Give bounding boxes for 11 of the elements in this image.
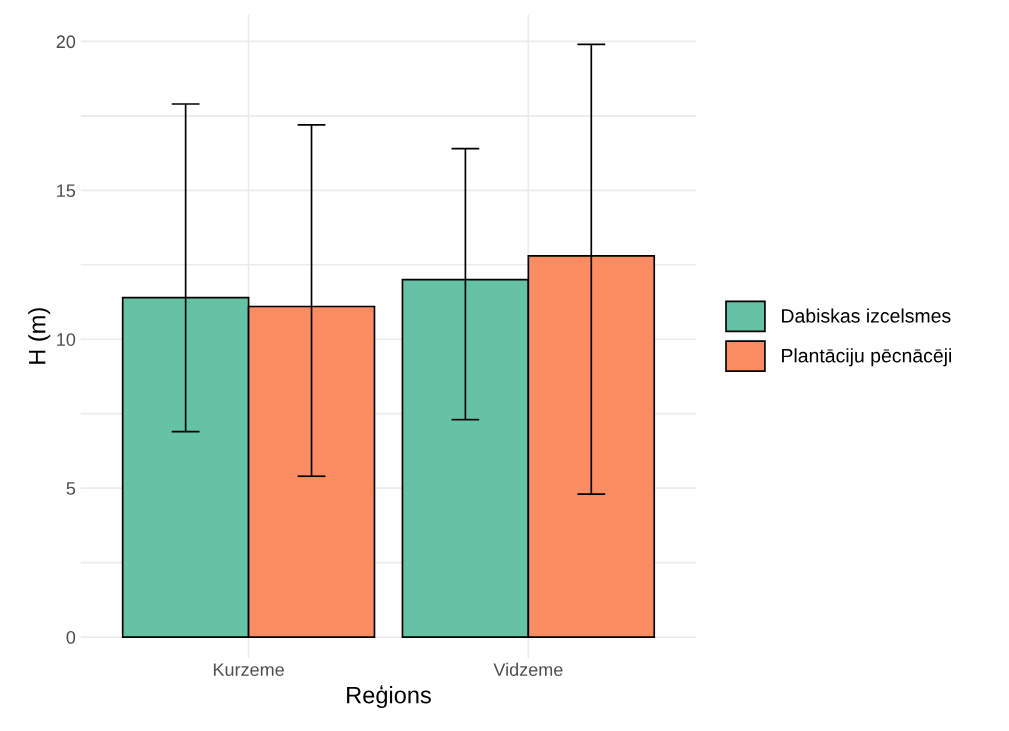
y-tick-label: 15 xyxy=(57,184,76,198)
legend-label: Plantāciju pēcnācēji xyxy=(782,348,952,367)
legend-label: Dabiskas izcelsmes xyxy=(782,308,951,323)
y-tick-label: 20 xyxy=(56,35,76,49)
x-tick-label: Kurzeme xyxy=(213,663,284,677)
y-axis-title: H (m) xyxy=(28,308,51,364)
y-tick-label: 0 xyxy=(66,630,76,644)
y-tick-label: 5 xyxy=(66,482,76,495)
y-tick-label: 10 xyxy=(57,333,76,346)
x-axis-title: Reģions xyxy=(347,685,431,709)
x-tick-label: Vidzeme xyxy=(493,662,563,677)
